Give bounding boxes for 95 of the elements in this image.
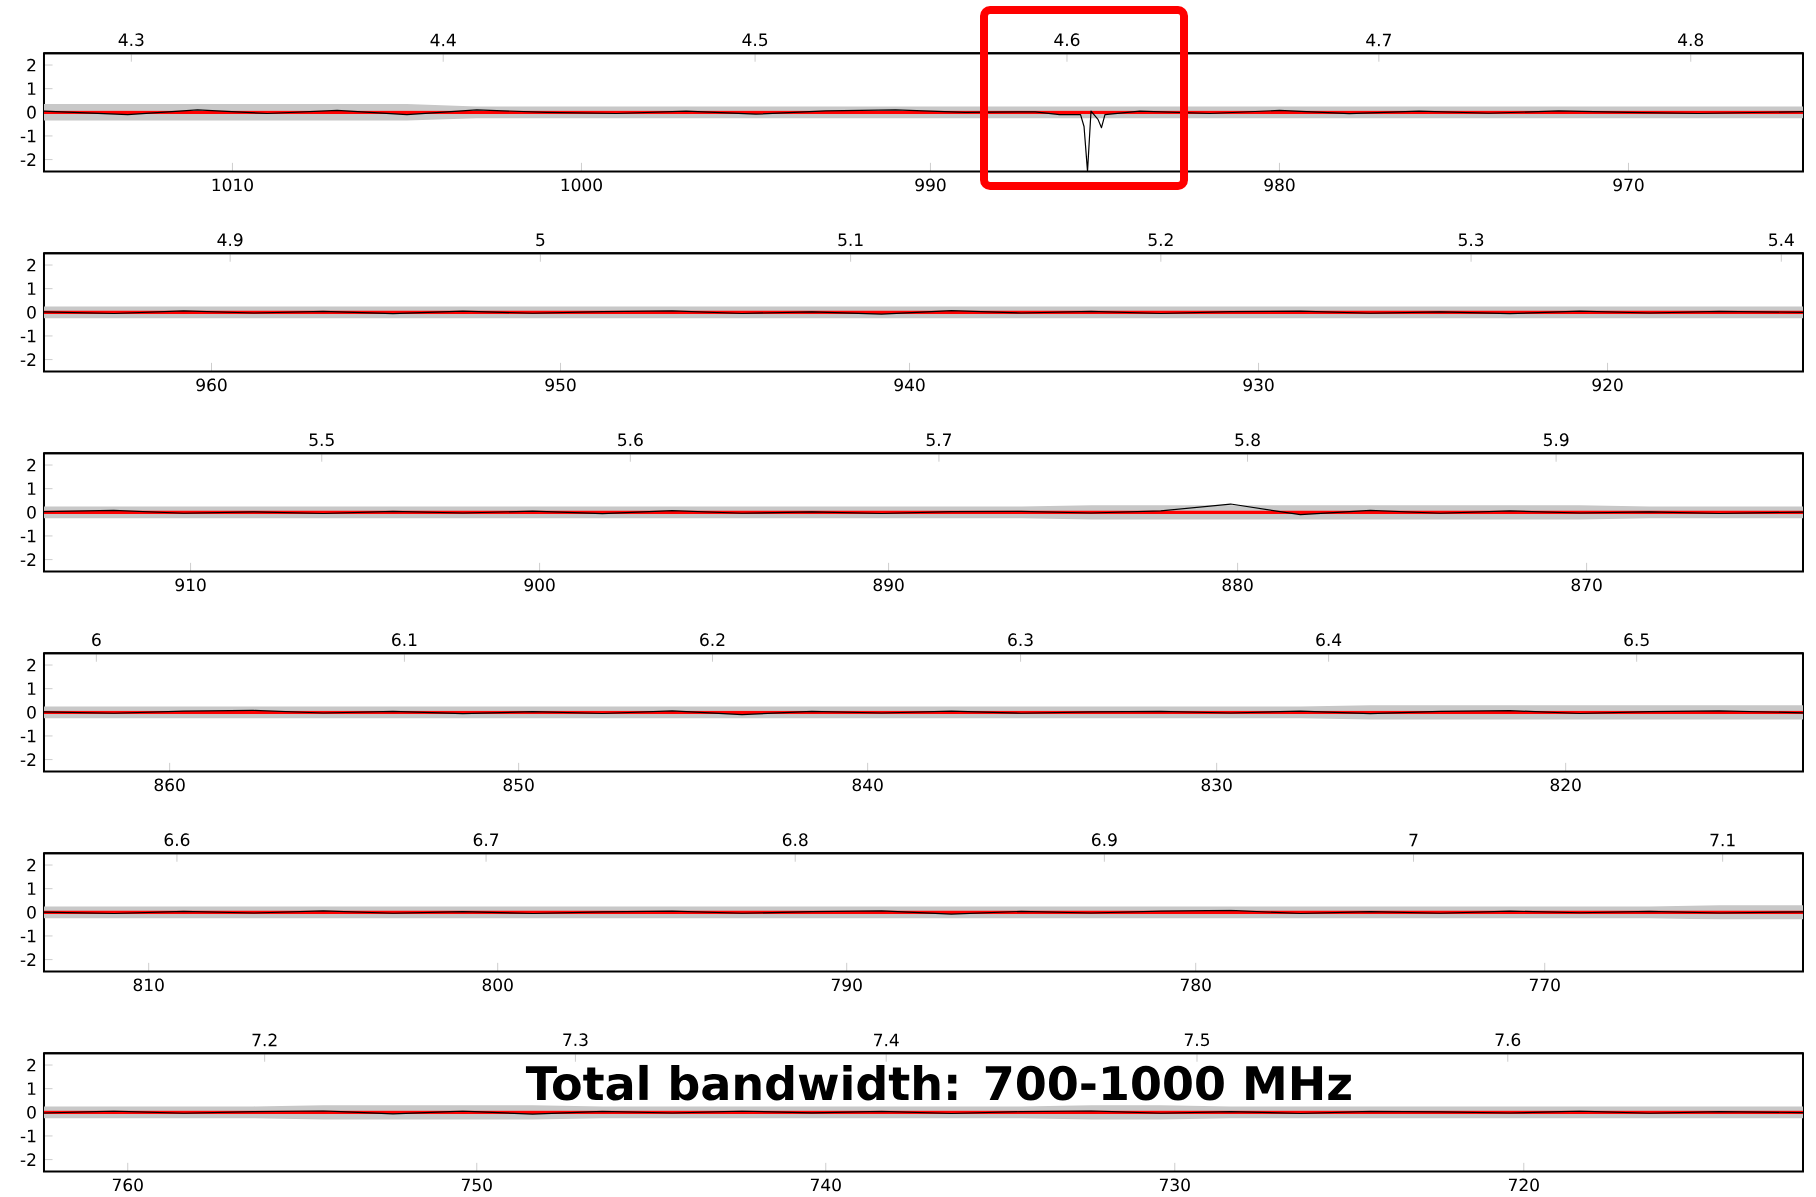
y-tick-label: 0 [27, 905, 36, 919]
x-tick-label: 790 [831, 978, 862, 992]
x2-tick-label: 6.1 [392, 633, 417, 647]
y-tick-label: 0 [27, 705, 36, 719]
y-tick-label: 2 [27, 258, 36, 272]
x2-tick-label: 5.1 [838, 233, 863, 247]
y-tick-label: 2 [27, 58, 36, 72]
y-tick-label: 2 [27, 858, 36, 872]
x-tick-label: 770 [1529, 978, 1560, 992]
x2-tick-label: 5.6 [618, 433, 643, 447]
x2-tick-label: 6 [92, 633, 101, 647]
y-tick-label: -1 [20, 1129, 36, 1143]
y-tick-label: 1 [27, 882, 36, 895]
y-tick-label: -1 [20, 529, 36, 543]
x2-tick-label: 6.7 [473, 833, 499, 847]
x2-tick-label: 5.4 [1769, 233, 1794, 247]
x-tick-label: 940 [894, 378, 925, 392]
y-tick-label: 2 [27, 658, 36, 672]
y-tick-label: -1 [20, 329, 36, 343]
x2-tick-label: 5.5 [309, 433, 334, 447]
x2-tick-label: 6.9 [1092, 833, 1117, 847]
y-tick-label: -2 [20, 953, 36, 966]
y-tick-label: 1 [27, 682, 36, 695]
x-tick-label: 740 [810, 1178, 841, 1192]
x-tick-label: 750 [461, 1178, 492, 1192]
x2-tick-label: 5.2 [1148, 233, 1173, 247]
x2-tick-label: 4.4 [430, 33, 456, 47]
x2-tick-label: 4.7 [1366, 33, 1391, 47]
x2-tick-label: 6.8 [782, 833, 808, 847]
annotation: Total bandwidth: 700-1000 MHz [525, 1064, 1351, 1101]
x2-tick-label: 5.9 [1543, 433, 1569, 447]
x2-tick-label: 7.5 [1184, 1033, 1210, 1047]
x2-tick-label: 4.8 [1678, 33, 1704, 47]
y-tick-label: 0 [27, 105, 36, 119]
x2-tick-label: 6.6 [164, 833, 190, 847]
x2-tick-label: 5 [536, 233, 545, 247]
x-tick-label: 930 [1243, 378, 1274, 392]
x2-tick-label: 7.2 [252, 1033, 277, 1047]
x-tick-label: 810 [133, 978, 164, 992]
x2-tick-label: 6.3 [1008, 633, 1033, 647]
y-tick-label: -1 [20, 929, 36, 943]
x-tick-label: 720 [1508, 1178, 1539, 1192]
x2-tick-label: 4.9 [217, 233, 243, 247]
x-tick-label: 840 [852, 778, 883, 792]
x-tick-label: 980 [1264, 178, 1295, 192]
y-tick-label: -1 [20, 729, 36, 743]
x2-tick-label: 7.4 [874, 1033, 899, 1047]
x-tick-label: 910 [175, 578, 206, 592]
x2-tick-label: 6.5 [1624, 633, 1649, 647]
x-tick-label: 730 [1159, 1178, 1190, 1192]
x-tick-label: 960 [196, 378, 227, 392]
x-tick-label: 850 [503, 778, 534, 792]
x-tick-label: 920 [1592, 378, 1623, 392]
y-tick-label: 2 [27, 1058, 36, 1072]
y-tick-label: 0 [27, 305, 36, 319]
x-tick-label: 990 [915, 178, 946, 192]
x-tick-label: 950 [545, 378, 576, 392]
y-tick-label: -2 [20, 1153, 36, 1166]
x-tick-label: 830 [1201, 778, 1232, 792]
x-tick-label: 970 [1613, 178, 1644, 192]
x2-tick-label: 5.3 [1458, 233, 1484, 247]
y-tick-label: -2 [20, 553, 36, 566]
x2-tick-label: 7.6 [1495, 1033, 1521, 1047]
x-tick-label: 780 [1180, 978, 1211, 992]
y-tick-label: 2 [27, 458, 36, 472]
x2-tick-label: 4.3 [118, 33, 144, 47]
x-tick-label: 870 [1571, 578, 1602, 592]
y-tick-label: 1 [27, 482, 36, 495]
y-tick-label: 1 [27, 282, 36, 295]
x2-tick-label: 6.4 [1316, 633, 1342, 647]
x-tick-label: 900 [524, 578, 555, 592]
x-tick-label: 890 [873, 578, 904, 592]
y-tick-label: -2 [20, 753, 36, 766]
y-tick-label: -2 [20, 153, 36, 166]
x-tick-label: 1000 [561, 178, 602, 192]
x2-tick-label: 4.5 [742, 33, 768, 47]
x2-tick-label: 7.1 [1710, 833, 1735, 847]
x-tick-label: 860 [154, 778, 185, 792]
x-tick-label: 880 [1222, 578, 1253, 592]
y-tick-label: 1 [27, 1082, 36, 1095]
y-tick-label: -2 [20, 353, 36, 366]
y-tick-label: -1 [20, 129, 36, 143]
x2-tick-label: 7.3 [563, 1033, 588, 1047]
x-tick-label: 800 [482, 978, 513, 992]
x2-tick-label: 5.7 [926, 433, 952, 447]
x2-tick-label: 4.6 [1054, 33, 1080, 47]
y-tick-label: 1 [27, 82, 36, 95]
x2-tick-label: 6.2 [700, 633, 725, 647]
x-tick-label: 820 [1550, 778, 1581, 792]
x2-tick-label: 5.8 [1235, 433, 1260, 447]
x-tick-label: 1010 [212, 178, 253, 192]
x2-tick-label: 7 [1409, 833, 1418, 847]
x-tick-label: 760 [112, 1178, 143, 1192]
y-tick-label: 0 [27, 505, 36, 519]
y-tick-label: 0 [27, 1105, 36, 1119]
